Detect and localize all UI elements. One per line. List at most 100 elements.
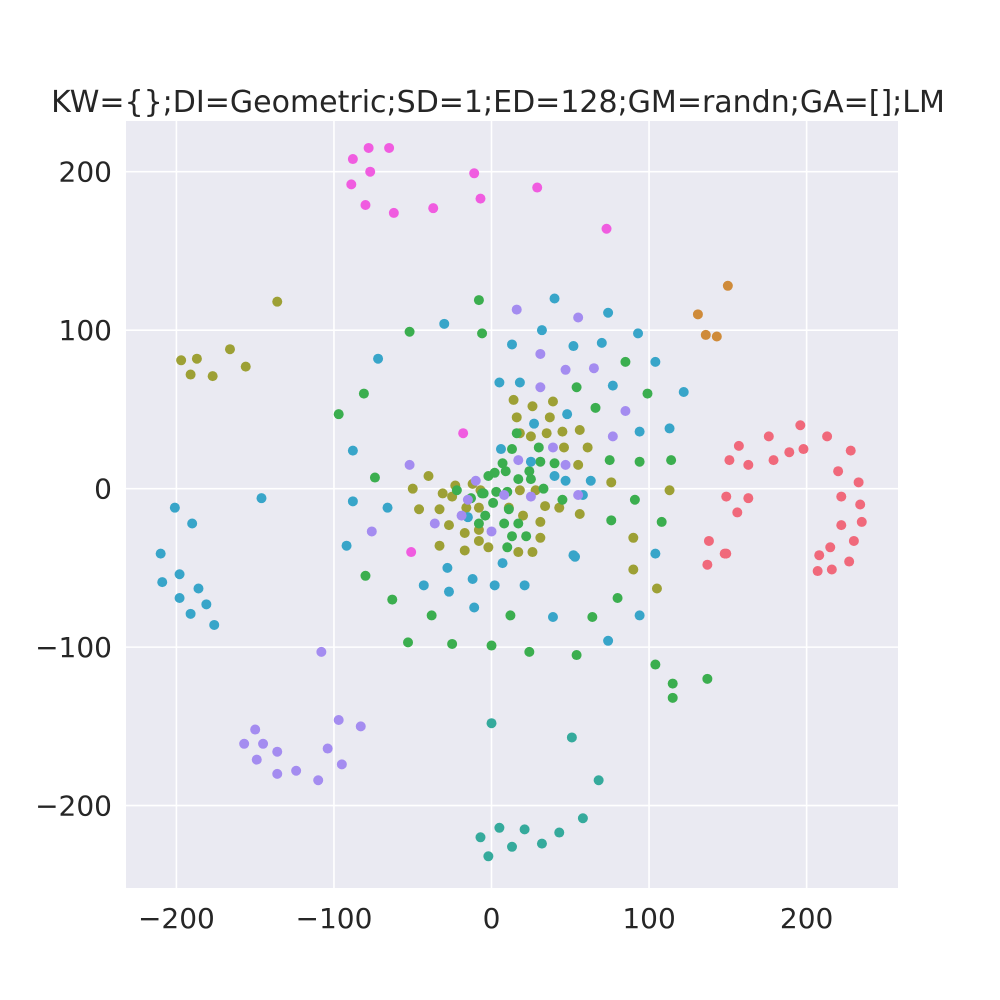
scatter-point xyxy=(601,223,612,234)
scatter-point xyxy=(544,412,555,423)
scatter-point xyxy=(826,564,837,575)
scatter-point xyxy=(541,428,552,439)
scatter-point xyxy=(313,775,324,786)
scatter-point xyxy=(798,444,809,455)
scatter-point xyxy=(557,426,568,437)
scatter-point xyxy=(554,827,565,838)
scatter-point xyxy=(443,520,454,531)
scatter-point xyxy=(724,455,735,466)
scatter-point xyxy=(486,640,497,651)
scatter-point xyxy=(508,394,519,405)
scatter-point xyxy=(434,504,445,515)
scatter-point xyxy=(360,570,371,581)
scatter-point xyxy=(678,386,689,397)
scatter-point xyxy=(209,619,220,630)
scatter-point xyxy=(536,838,547,849)
scatter-point xyxy=(251,754,262,765)
y-tick-label: 0 xyxy=(94,473,112,506)
scatter-point xyxy=(606,515,617,526)
scatter-point xyxy=(467,573,478,584)
scatter-point xyxy=(593,775,604,786)
scatter-point xyxy=(667,678,678,689)
scatter-point xyxy=(347,496,358,507)
scatter-point xyxy=(664,485,675,496)
scatter-point xyxy=(333,409,344,420)
scatter-point xyxy=(258,738,269,749)
scatter-point xyxy=(702,559,713,570)
scatter-point xyxy=(577,813,588,824)
scatter-point xyxy=(844,556,855,567)
scatter-point xyxy=(486,526,497,537)
scatter-point xyxy=(414,504,425,515)
scatter-point xyxy=(606,477,617,488)
scatter-point xyxy=(511,304,522,315)
scatter-point xyxy=(272,746,283,757)
chart-title: KW={};DI=Geometric;SD=1;ED=128;GM=randn;… xyxy=(51,85,945,120)
scatter-point xyxy=(536,325,547,336)
scatter-point xyxy=(836,520,847,531)
scatter-point xyxy=(547,396,558,407)
scatter-point xyxy=(856,516,867,527)
scatter-point xyxy=(628,532,639,543)
scatter-point xyxy=(456,510,467,521)
scatter-point xyxy=(503,504,514,515)
scatter-point xyxy=(404,326,415,337)
scatter-point xyxy=(525,474,536,485)
scatter-point xyxy=(403,637,414,648)
scatter-point xyxy=(513,518,524,529)
scatter-point xyxy=(560,364,571,375)
scatter-point xyxy=(527,547,538,558)
scatter-point xyxy=(185,369,196,380)
scatter-point xyxy=(719,548,730,559)
scatter-point xyxy=(514,377,525,388)
scatter-point xyxy=(666,455,677,466)
scatter-point xyxy=(650,356,661,367)
scatter-point xyxy=(469,168,480,179)
scatter-point xyxy=(711,331,722,342)
scatter-point xyxy=(346,179,357,190)
scatter-point xyxy=(447,638,458,649)
scatter-point xyxy=(568,341,579,352)
scatter-point xyxy=(502,542,513,553)
y-tick-label: 100 xyxy=(59,314,112,347)
scatter-point xyxy=(250,724,261,735)
scatter-point xyxy=(535,532,546,543)
scatter-point xyxy=(642,388,653,399)
scatter-point xyxy=(507,531,517,542)
scatter-point xyxy=(459,528,470,539)
scatter-point xyxy=(358,388,369,399)
x-tick-label: 100 xyxy=(622,902,675,935)
scatter-point xyxy=(489,467,500,478)
scatter-point xyxy=(224,344,235,355)
scatter-point xyxy=(620,356,631,367)
scatter-point xyxy=(768,455,779,466)
y-tick-labels: −200 −100 0 100 200 xyxy=(35,156,112,823)
scatter-point xyxy=(426,610,437,621)
scatter-point xyxy=(477,328,488,339)
scatter-point xyxy=(272,296,283,307)
scatter-point xyxy=(382,502,393,513)
scatter-point xyxy=(795,420,806,431)
data-points xyxy=(155,142,867,862)
scatter-point xyxy=(721,491,732,502)
scatter-point xyxy=(590,402,601,413)
scatter-point xyxy=(500,466,511,477)
x-tick-label: 200 xyxy=(780,902,833,935)
scatter-point xyxy=(497,558,508,569)
scatter-point xyxy=(239,738,250,749)
scatter-point xyxy=(533,442,544,453)
scatter-point xyxy=(853,477,864,488)
scatter-point xyxy=(525,431,536,442)
scatter-point xyxy=(836,491,847,502)
scatter-point xyxy=(588,363,599,374)
scatter-point xyxy=(825,542,836,553)
y-tick-label: 200 xyxy=(59,156,112,189)
x-tick-label: −200 xyxy=(138,902,215,935)
scatter-point xyxy=(473,518,484,529)
scatter-point xyxy=(603,307,614,318)
scatter-point xyxy=(700,329,711,340)
scatter-point xyxy=(384,142,395,153)
scatter-point xyxy=(404,459,415,470)
scatter-point xyxy=(845,445,856,456)
scatter-point xyxy=(505,610,516,621)
